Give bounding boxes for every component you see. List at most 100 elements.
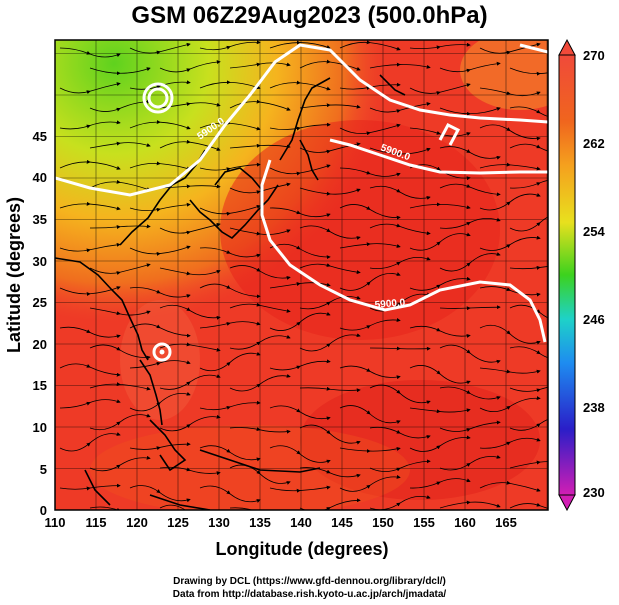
x-tick-label: 115 — [86, 515, 107, 530]
x-tick-label: 160 — [454, 515, 476, 530]
streamline — [89, 99, 151, 112]
streamline — [439, 183, 501, 197]
streamline — [89, 413, 151, 431]
streamline — [129, 80, 191, 90]
x-tick-label: 125 — [167, 515, 189, 530]
streamline — [439, 500, 501, 509]
streamline — [129, 202, 191, 212]
y-tick-label: 15 — [33, 378, 47, 393]
streamline — [59, 363, 121, 377]
colorbar-bottom-arrow — [558, 494, 576, 512]
streamline — [479, 193, 541, 211]
streamline — [479, 162, 541, 171]
streamline — [269, 207, 331, 218]
streamline — [59, 159, 121, 170]
streamline — [509, 211, 548, 232]
colorbar-tick-label: 238 — [583, 400, 605, 415]
streamline — [369, 292, 431, 312]
streamline — [269, 311, 331, 331]
streamline — [369, 101, 431, 114]
streamline — [439, 146, 501, 160]
streamline — [89, 179, 151, 191]
colorbar-tick-label: 254 — [583, 224, 605, 239]
streamline — [229, 507, 291, 510]
streamline — [129, 485, 191, 503]
streamline — [199, 120, 261, 131]
streamline — [159, 184, 221, 189]
streamline — [199, 445, 261, 462]
streamline — [409, 365, 471, 385]
y-tick-label: 45 — [33, 129, 47, 144]
streamline — [299, 424, 361, 445]
streamline — [299, 263, 361, 275]
temperature-field — [55, 40, 548, 510]
plot-frame — [54, 39, 549, 511]
streamline — [439, 454, 501, 471]
streamline — [59, 432, 121, 452]
credit-data: Data from http://database.rish.kyoto-u.a… — [172, 589, 447, 600]
streamline — [339, 272, 401, 291]
streamline — [299, 103, 361, 109]
streamline — [199, 400, 261, 411]
streamline — [479, 396, 541, 413]
colorbar-top-arrow — [558, 38, 576, 56]
streamline — [479, 324, 541, 345]
streamline — [439, 252, 501, 272]
streamline — [159, 267, 221, 276]
streamline — [339, 204, 401, 220]
y-tick-label: 25 — [33, 295, 47, 310]
x-axis-ticks: 110 115 120 125 130 135 140 145 150 155 … — [45, 515, 517, 530]
y-axis-title: Latitude (degrees) — [4, 197, 24, 353]
y-axis-ticks: 0 5 10 15 20 25 30 35 40 45 — [33, 129, 47, 518]
streamline — [199, 247, 261, 258]
streamline — [159, 414, 221, 432]
streamline — [509, 381, 548, 393]
streamline — [479, 235, 541, 251]
streamline — [509, 143, 548, 158]
streamline — [159, 59, 221, 73]
streamline — [129, 287, 191, 298]
streamline — [339, 474, 401, 492]
streamline — [199, 485, 261, 503]
streamline — [269, 243, 331, 260]
x-tick-label: 110 — [45, 515, 66, 530]
streamline — [409, 83, 471, 95]
streamline — [199, 40, 261, 51]
streamline — [269, 164, 331, 176]
streamline — [89, 307, 151, 316]
streamline — [299, 225, 361, 240]
streamline — [509, 66, 548, 76]
x-tick-label: 130 — [208, 515, 230, 530]
streamline — [509, 106, 548, 120]
streamline — [299, 295, 361, 310]
streamline — [59, 483, 121, 491]
streamline — [89, 67, 151, 76]
streamline — [369, 185, 431, 200]
streamline — [129, 442, 191, 451]
streamline — [59, 399, 121, 409]
y-tick-label: 35 — [33, 212, 47, 227]
streamline — [339, 318, 401, 331]
streamline — [409, 325, 471, 338]
streamline — [159, 139, 221, 151]
streamline — [199, 204, 261, 216]
streamline — [439, 344, 501, 364]
streamline — [509, 414, 548, 431]
streamline — [299, 187, 361, 196]
streamline — [509, 304, 548, 324]
streamline — [339, 447, 401, 454]
streamline — [339, 242, 401, 249]
y-tick-label: 5 — [40, 462, 47, 477]
streamline — [439, 61, 501, 73]
streamline — [479, 124, 541, 141]
streamline — [59, 82, 121, 95]
streamline — [59, 120, 121, 130]
y-tick-label: 30 — [33, 254, 47, 269]
typhoon-marker — [159, 349, 165, 355]
streamline — [409, 202, 471, 210]
streamline — [89, 141, 151, 149]
streamline — [269, 485, 331, 493]
streamline — [409, 276, 471, 291]
streamline — [339, 405, 401, 424]
map-title: GSM 06Z29Aug2023 (500.0hPa) — [131, 2, 488, 29]
